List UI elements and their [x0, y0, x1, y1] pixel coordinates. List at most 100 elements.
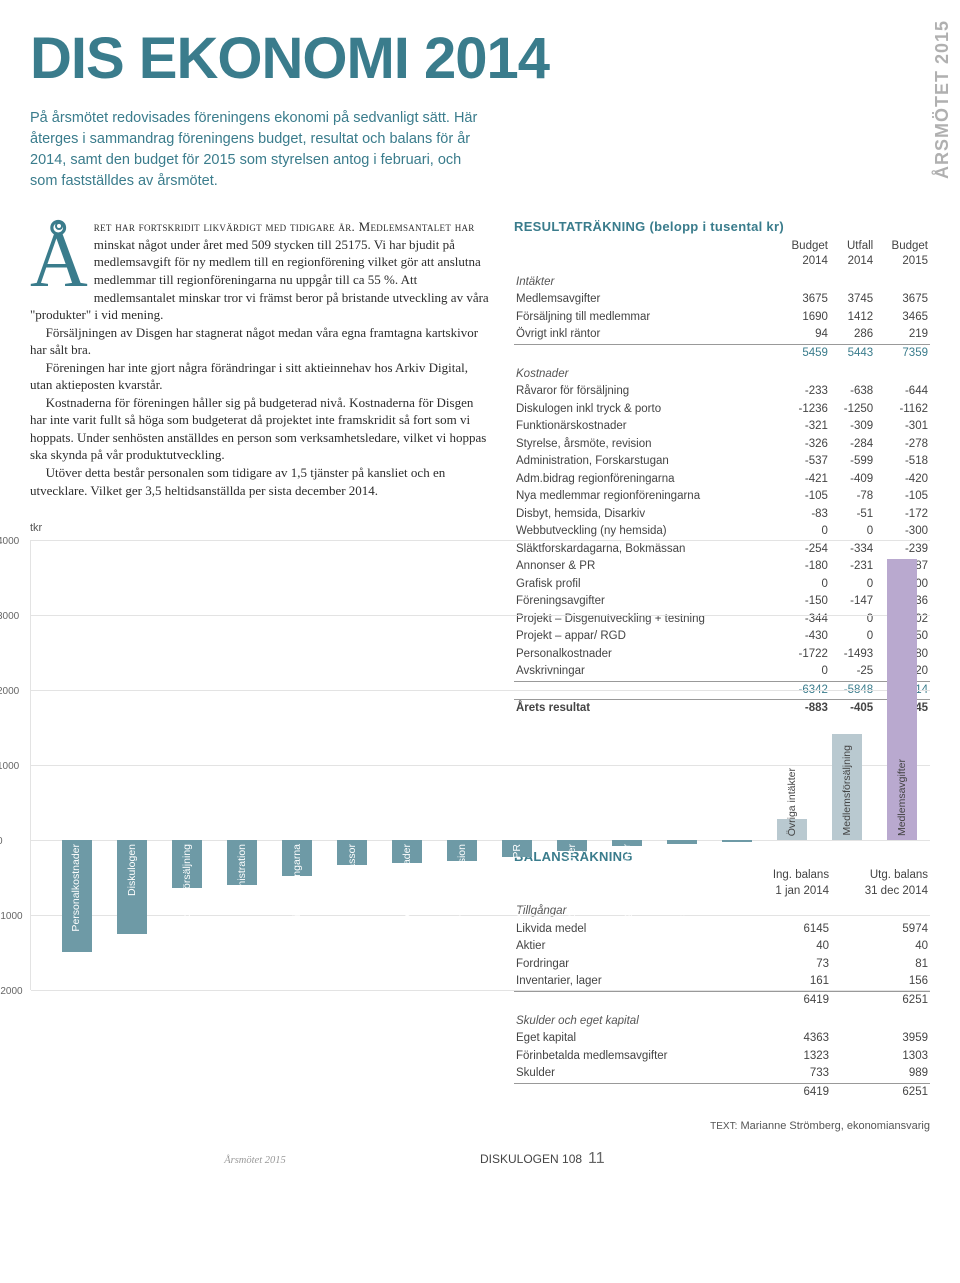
table-cell: -301 — [875, 418, 930, 436]
table-cell: Eget kapital — [514, 1030, 743, 1048]
article-body: Å ret har fortskridit likvärdigt med tid… — [30, 218, 490, 499]
chart-bar-label: Föreningsavgifter — [565, 844, 579, 925]
table-cell: Försäljning till medlemmar — [514, 309, 775, 327]
chart-bar-label: Annonser & PR — [510, 844, 524, 916]
table-cell — [514, 991, 743, 1009]
table-cell: 5443 — [830, 345, 875, 363]
table-cell: -233 — [775, 383, 830, 401]
table-cell: -1250 — [830, 401, 875, 419]
chart-bar-label: Styrelse, årsmöte, revision — [455, 844, 469, 968]
table-cell: -284 — [830, 436, 875, 454]
chart-bar-label: Regionföreningarna — [290, 844, 304, 936]
table-cell — [830, 271, 875, 292]
smallcaps-run: ret har fortskridit likvärdigt med tidig… — [94, 219, 475, 234]
table-cell: -409 — [830, 471, 875, 489]
table-cell: Nya medlemmar regionföreningarna — [514, 488, 775, 506]
table-cell: -172 — [875, 506, 930, 524]
chart-tick: 1000 — [0, 760, 19, 774]
table-cell: -78 — [830, 488, 875, 506]
table-cell: -105 — [875, 488, 930, 506]
chart-bar-label: Medlemsförsäljning — [840, 745, 854, 835]
table-cell: 0 — [775, 523, 830, 541]
resultat-heading: RESULTATRÄKNING (belopp i tusental kr) — [514, 218, 930, 236]
table-cell: -599 — [830, 453, 875, 471]
chart-tick: -1000 — [0, 910, 23, 924]
table-cell: -1162 — [875, 401, 930, 419]
table-cell — [514, 238, 775, 271]
table-cell: Skulder — [514, 1065, 743, 1083]
table-cell: -537 — [775, 453, 830, 471]
chart-bar-label: Automatiska regionmedlemmar — [620, 844, 634, 989]
table-cell: Övrigt inkl räntor — [514, 326, 775, 344]
table-cell: 3465 — [875, 309, 930, 327]
table-cell: 6251 — [831, 1083, 930, 1101]
table-cell — [514, 345, 775, 363]
table-cell: 1303 — [831, 1048, 930, 1066]
body-paragraph: Kostnaderna för föreningen håller sig på… — [30, 394, 490, 464]
table-cell: 94 — [775, 326, 830, 344]
table-cell: -83 — [775, 506, 830, 524]
table-cell: Disbyt, hemsida, Disarkiv — [514, 506, 775, 524]
table-cell: -300 — [875, 523, 930, 541]
table-cell: -105 — [775, 488, 830, 506]
table-cell: -278 — [875, 436, 930, 454]
chart-tick: 2000 — [0, 685, 19, 699]
table-cell: Intäkter — [514, 271, 775, 292]
chart-tick: 0 — [0, 835, 3, 849]
table-cell: Budget2015 — [875, 238, 930, 271]
chart-bar-label: Medlemsavgifter — [895, 759, 909, 836]
table-cell: 3675 — [875, 291, 930, 309]
table-cell: 0 — [830, 523, 875, 541]
table-cell: 733 — [743, 1065, 832, 1083]
table-cell — [875, 363, 930, 384]
table-cell — [830, 363, 875, 384]
table-cell: 7359 — [875, 345, 930, 363]
table-cell: 219 — [875, 326, 930, 344]
table-cell: Diskulogen inkl tryck & porto — [514, 401, 775, 419]
table-cell: -518 — [875, 453, 930, 471]
table-cell: 3745 — [830, 291, 875, 309]
chart-bar-label: Personalkostnader — [69, 844, 83, 932]
table-cell: 3675 — [775, 291, 830, 309]
table-cell — [875, 271, 930, 292]
table-cell: Webbutveckling (ny hemsida) — [514, 523, 775, 541]
table-cell — [831, 1010, 930, 1031]
footer-right: DISKULOGEN 10811 — [480, 1148, 930, 1170]
table-cell: Råvaror för försäljning — [514, 383, 775, 401]
table-cell: Kostnader — [514, 363, 775, 384]
table-cell: Funktionärskostnader — [514, 418, 775, 436]
chart-bar-label: Disbyt & hemsida — [675, 844, 689, 926]
chart-tick: 4000 — [0, 535, 19, 549]
table-cell — [514, 1083, 743, 1101]
table-cell: Medlemsavgifter — [514, 291, 775, 309]
table-cell: 286 — [830, 326, 875, 344]
table-cell: -420 — [875, 471, 930, 489]
table-cell: -309 — [830, 418, 875, 436]
table-cell: Skulder och eget kapital — [514, 1010, 743, 1031]
chart-bar-label: Avskrivningar — [730, 844, 744, 907]
credit-line: TEXT: Marianne Strömberg, ekonomiansvari… — [514, 1119, 930, 1134]
table-cell: -421 — [775, 471, 830, 489]
table-cell: 3959 — [831, 1030, 930, 1048]
table-cell: 4363 — [743, 1030, 832, 1048]
table-cell: 1323 — [743, 1048, 832, 1066]
table-cell: -644 — [875, 383, 930, 401]
lead-paragraph: På årsmötet redovisades föreningens ekon… — [30, 108, 490, 192]
chart-bar — [722, 840, 752, 842]
table-cell — [775, 363, 830, 384]
table-cell: -638 — [830, 383, 875, 401]
chart-tick: -2000 — [0, 985, 23, 999]
table-cell: 6419 — [743, 991, 832, 1009]
page-footer: Årsmötet 2015 DISKULOGEN 10811 — [30, 1148, 930, 1170]
table-cell: Budget2014 — [775, 238, 830, 271]
table-cell: -321 — [775, 418, 830, 436]
chart-bar-label: Funktionärskostnader — [400, 844, 414, 945]
chart-bar-label: Övriga intäkter — [785, 768, 799, 836]
body-paragraph: Föreningen har inte gjort några förändri… — [30, 359, 490, 394]
table-cell: -1236 — [775, 401, 830, 419]
table-cell: 989 — [831, 1065, 930, 1083]
chart-bar-label: Mässor — [345, 844, 359, 878]
chart-bar-label: Administration — [235, 844, 249, 911]
table-cell: -51 — [830, 506, 875, 524]
table-cell: 6251 — [831, 991, 930, 1009]
